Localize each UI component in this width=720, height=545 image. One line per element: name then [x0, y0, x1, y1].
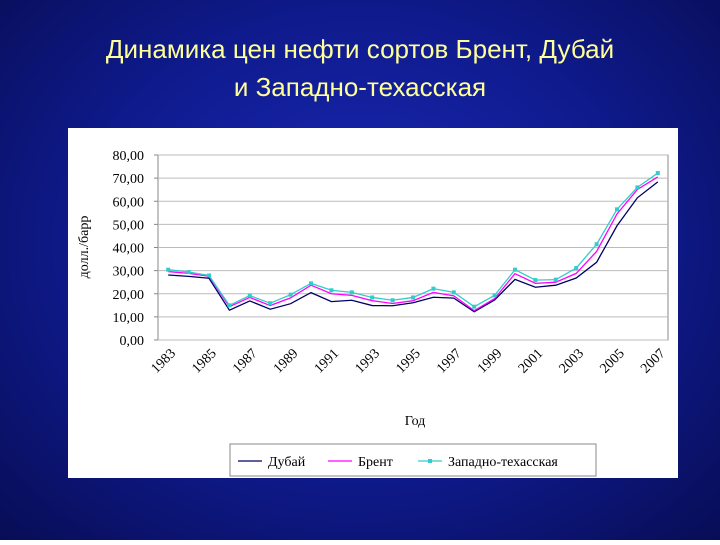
- legend-marker: [428, 459, 432, 463]
- title-line: и Западно-техасская: [234, 72, 486, 102]
- y-tick-label: 0,00: [120, 334, 145, 349]
- point: [451, 290, 456, 295]
- point: [268, 301, 273, 306]
- point: [227, 303, 232, 308]
- point: [553, 277, 558, 282]
- point: [349, 290, 354, 295]
- point: [533, 278, 538, 283]
- point: [390, 298, 395, 303]
- point: [615, 207, 619, 212]
- y-tick-label: 10,00: [113, 311, 145, 326]
- point: [411, 295, 415, 300]
- y-tick-label: 60,00: [113, 195, 145, 210]
- point: [655, 171, 660, 176]
- point: [472, 304, 477, 309]
- y-tick-label: 50,00: [113, 218, 145, 233]
- point: [247, 293, 252, 298]
- point: [207, 273, 211, 278]
- x-axis-title: Год: [405, 414, 426, 429]
- y-tick-label: 30,00: [113, 265, 145, 280]
- point: [492, 293, 497, 298]
- chart-area: [68, 128, 678, 478]
- point: [329, 288, 334, 293]
- point: [635, 185, 640, 190]
- point: [574, 266, 579, 271]
- legend-label: Дубай: [268, 455, 306, 470]
- point: [166, 267, 171, 272]
- point: [288, 292, 293, 297]
- y-tick-label: 80,00: [113, 149, 145, 164]
- point: [370, 295, 375, 300]
- legend-label: Западно-техасская: [448, 455, 558, 470]
- y-tick-label: 70,00: [113, 172, 145, 187]
- point: [431, 286, 436, 291]
- series-line: [168, 181, 659, 313]
- point: [513, 267, 517, 272]
- title-line: Динамика цен нефти сортов Брент, Дубай: [106, 34, 614, 64]
- point: [186, 270, 191, 275]
- legend-label: Брент: [358, 455, 393, 470]
- point: [594, 242, 599, 247]
- y-tick-label: 40,00: [113, 242, 145, 257]
- point: [309, 281, 313, 286]
- legend-box: [229, 443, 597, 477]
- y-axis-title: долл./барр: [77, 216, 92, 279]
- y-tick-label: 20,00: [113, 288, 145, 303]
